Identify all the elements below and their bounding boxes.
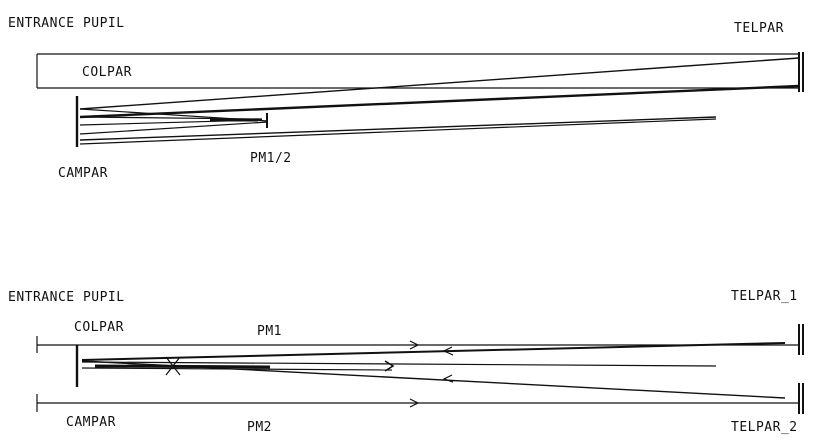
bottom-ray-1-arrow [442,346,454,356]
bottom-campar-label: CAMPAR [66,415,116,430]
bottom-ray-2-arrow [442,374,454,383]
bottom-cross-b [165,356,181,376]
top-layout: ENTRANCE PUPIL TELPAR COLPAR CAMPAR PM1/… [8,16,804,181]
bottom-upper-axis-arrow [409,340,420,350]
top-ray-8 [79,118,717,145]
bottom-beam-core [94,364,271,369]
top-ray-2 [79,84,800,119]
bottom-ray-3 [81,361,717,367]
top-ray-7 [79,116,717,141]
top-campar-label: CAMPAR [58,166,108,181]
bottom-entrance-pupil-label: ENTRANCE PUPIL [8,290,125,305]
bottom-ray-1 [81,342,786,361]
bottom-ray-4 [81,367,393,371]
bottom-telpar2-label: TELPAR_2 [731,420,798,435]
bottom-colpar-label: COLPAR [74,320,124,335]
bottom-layout: ENTRANCE PUPIL TELPAR_1 COLPAR PM1 CAMPA… [8,289,804,435]
top-pm-label: PM1/2 [250,151,292,166]
bottom-pm2-label: PM2 [247,420,272,435]
top-colpar-label: COLPAR [82,65,132,80]
bottom-telpar1-label: TELPAR_1 [731,289,798,304]
bottom-pm1-label: PM1 [257,324,282,339]
bottom-lower-axis-arrow [409,398,420,408]
top-entrance-pupil-label: ENTRANCE PUPIL [8,16,125,31]
top-ray-6 [79,121,269,135]
bottom-beam-arrow [384,360,395,372]
top-telpar-label: TELPAR [734,21,784,36]
top-ray-1 [79,57,800,110]
